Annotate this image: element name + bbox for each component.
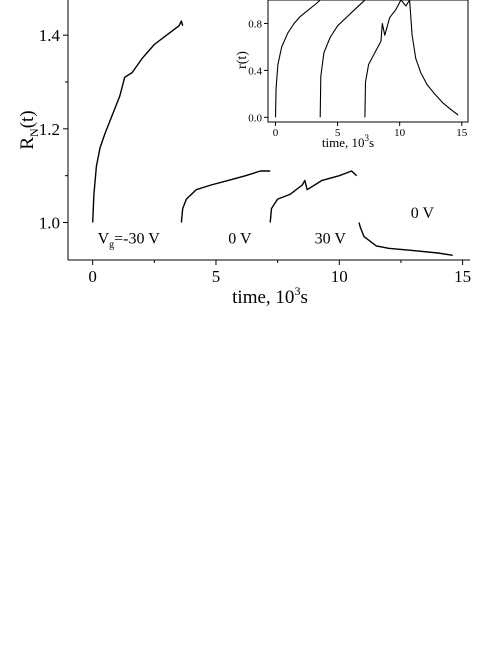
inset-frame bbox=[267, 0, 469, 123]
main-y-tick-label: 1.0 bbox=[39, 214, 60, 233]
main-series-4-line bbox=[358, 222, 453, 256]
inset-y-axis-label: r(t) bbox=[235, 51, 250, 69]
main-x-axis-label: time, 103s bbox=[232, 284, 308, 308]
main-y-axis-label: RN(t) bbox=[17, 110, 41, 149]
inset-plot: 0 5 10 15 0.0 0.4 0.8 time, 103s r(t) bbox=[235, 0, 469, 150]
main-series-3-line bbox=[269, 170, 358, 223]
main-y-tick-label: 1.2 bbox=[39, 120, 60, 139]
annotation-label-2: 0 V bbox=[228, 231, 252, 248]
inset-x-tick-label: 10 bbox=[394, 127, 406, 139]
inset-y-tick-label: 0.8 bbox=[248, 18, 262, 30]
main-ticks: 0 5 10 15 1.0 1.2 1.4 bbox=[39, 26, 471, 286]
main-series-1-line bbox=[92, 20, 184, 223]
inset-y-tick-label: 0.0 bbox=[248, 112, 262, 124]
inset-series-4-line bbox=[409, 0, 459, 116]
inset-ticks: 0 5 10 15 0.0 0.4 0.8 bbox=[248, 18, 468, 139]
main-series-group bbox=[92, 20, 453, 256]
main-series-2-line bbox=[180, 170, 271, 223]
main-y-tick-label: 1.4 bbox=[39, 26, 61, 45]
inset-x-tick-label: 5 bbox=[335, 127, 341, 139]
annotation-label-3: 30 V bbox=[315, 231, 347, 248]
inset-series-3-line bbox=[364, 0, 411, 118]
annotation-label-1: Vg=-30 V bbox=[98, 231, 161, 251]
inset-series-1-line bbox=[274, 0, 321, 118]
inset-series-2-line bbox=[319, 0, 366, 118]
main-x-tick-label: 10 bbox=[331, 267, 348, 286]
annotation-label-4: 0 V bbox=[411, 205, 435, 222]
main-x-tick-label: 0 bbox=[88, 267, 97, 286]
main-x-tick-label: 5 bbox=[212, 267, 221, 286]
inset-x-tick-label: 0 bbox=[273, 127, 279, 139]
main-x-tick-label: 15 bbox=[454, 267, 471, 286]
inset-x-axis-label: time, 103s bbox=[322, 133, 374, 150]
main-annotations: Vg=-30 V 0 V 30 V 0 V bbox=[98, 205, 435, 251]
inset-x-tick-label: 15 bbox=[456, 127, 468, 139]
main-plot: 0 5 10 15 1.0 1.2 1.4 Vg=-30 V 0 V 30 V 0 V time,… bbox=[17, 0, 471, 308]
inset-series-group bbox=[274, 0, 459, 118]
inset-y-tick-label: 0.4 bbox=[248, 65, 262, 77]
